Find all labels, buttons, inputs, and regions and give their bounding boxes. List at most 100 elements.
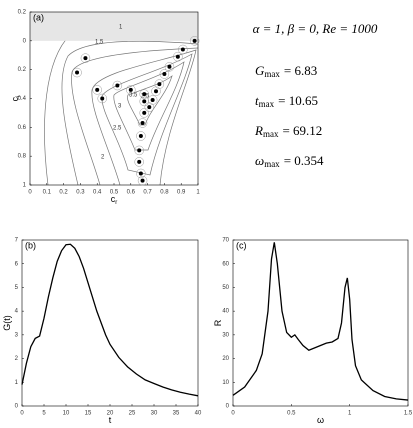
parameter-value: = 0.354	[284, 153, 324, 168]
parameter-name: t	[255, 93, 259, 108]
x-tick-label: 0.5	[110, 190, 119, 196]
x-axis-label: ω	[317, 415, 324, 425]
contour-label: 1.5	[95, 40, 104, 46]
x-tick-label: 1	[348, 411, 352, 417]
y-tick-label: 30	[222, 332, 229, 338]
eigenvalue-ring	[97, 93, 107, 104]
eigenvalue	[140, 121, 145, 126]
y-tick-label: 20	[222, 356, 229, 362]
y-tick-label: 0.6	[18, 125, 27, 131]
contours	[44, 15, 199, 186]
eigenvalue	[147, 105, 152, 110]
eigenvalue-ring	[136, 168, 146, 179]
eigenvalue	[162, 71, 167, 76]
eigenvalue-ring	[112, 80, 123, 91]
eigenvalue	[142, 99, 147, 104]
x-tick-label: 0	[28, 190, 32, 196]
parameters: α = 1, β = 0, Re = 1000 Gmax = 6.83 t max = 1…	[253, 21, 378, 169]
x-tick-label: 10	[63, 411, 70, 417]
y-tick-label: 0.2	[18, 67, 27, 73]
x-tick-label: 25	[129, 411, 136, 417]
x-axis-label-main: t	[109, 415, 112, 425]
eigenvalue	[180, 47, 185, 52]
eigenvalue-ring	[72, 67, 82, 78]
y-axis-label-sub: i	[16, 96, 22, 97]
y-tick-label: 0	[15, 404, 19, 410]
unstable-region	[30, 12, 198, 41]
panel-label: (a)	[33, 12, 44, 22]
y-tick-label: 0.8	[18, 154, 27, 160]
y-tick-label: 70	[222, 238, 229, 244]
panel-label: (b)	[25, 240, 36, 250]
plot-frame	[21, 239, 199, 407]
eigenvalue-ring	[139, 96, 149, 107]
x-axis-label-main: c	[111, 194, 116, 204]
parameter-value: = 10.65	[278, 93, 318, 108]
y-axis-label: G(t)	[2, 315, 12, 331]
parameter-line: Rmax = 69.12	[254, 123, 322, 139]
eigenvalue	[142, 110, 147, 115]
eigenvalue	[137, 159, 142, 164]
eigenvalue-ring	[137, 118, 148, 128]
parameter-value: = 69.12	[282, 123, 322, 138]
y-tick-label: 60	[222, 261, 229, 267]
eigenvalue-ring	[137, 175, 148, 186]
eigenvalue-ring	[189, 36, 200, 46]
y-tick-label: 4	[15, 309, 19, 315]
parameter-header: α = 1, β = 0, Re = 1000	[253, 21, 378, 36]
y-axis-label: R	[213, 319, 223, 326]
x-tick-label: 1.5	[404, 411, 413, 417]
curve	[232, 242, 409, 401]
eigenvalue	[150, 97, 155, 102]
eigenvalue-ring	[80, 53, 91, 63]
contour-label: 2	[101, 155, 105, 161]
x-tick-label: 35	[173, 411, 180, 417]
eigenvalue-ring	[134, 145, 144, 156]
x-tick-label: 20	[107, 411, 114, 417]
eigenvalue	[100, 96, 105, 101]
parameter-name: G	[255, 63, 265, 78]
x-axis-label-sub: r	[115, 200, 117, 206]
x-axis-label-main: ω	[317, 415, 324, 425]
eigenvalue-ring	[134, 157, 144, 167]
eigenvalue	[167, 64, 172, 69]
parameter-line: Gmax = 6.83	[255, 63, 317, 79]
contour-label: 3	[118, 104, 122, 110]
x-tick-label: 0.5	[287, 411, 296, 417]
y-axis-label: ci	[10, 96, 21, 102]
eigenvalue-ring	[178, 44, 188, 55]
eigenvalue-ring	[159, 69, 170, 79]
x-tick-label: 0.8	[160, 190, 169, 196]
x-tick-label: 30	[151, 411, 158, 417]
x-tick-label: 0.9	[177, 190, 186, 196]
panel-label: (c)	[236, 240, 247, 250]
y-tick-label: 6	[15, 261, 19, 267]
eigenvalue	[128, 87, 133, 92]
y-tick-label: 3	[15, 332, 19, 338]
contour-label: 2.5	[113, 126, 122, 132]
eigenvalue	[154, 89, 158, 94]
x-axis-label: t	[109, 415, 112, 425]
eigenvalue	[142, 92, 147, 97]
parameter-line: ωmax = 0.354	[255, 153, 324, 169]
contour-label: 1	[119, 25, 123, 31]
y-tick-label: 0	[226, 404, 230, 410]
y-tick-label: 1	[23, 183, 27, 189]
x-tick-label: 15	[85, 411, 92, 417]
x-tick-label: 0.3	[76, 190, 85, 196]
plot-frame	[29, 11, 199, 186]
x-tick-label: 1	[196, 190, 200, 196]
parameter-value: = 6.83	[284, 63, 317, 78]
eigenvalue-ring	[136, 131, 146, 141]
y-tick-label: 0	[23, 38, 27, 44]
eigenvalue-ring	[139, 108, 149, 118]
x-tick-label: 0	[20, 411, 24, 417]
eigenvalue-ring	[151, 86, 161, 97]
y-axis-label-main: c	[10, 96, 20, 101]
plot-frame	[232, 239, 409, 407]
parameter-sub: max	[264, 159, 280, 169]
eigenvalue	[138, 133, 143, 138]
parameter-sub: max	[264, 69, 280, 79]
eigenvalue-ring	[92, 85, 102, 95]
y-axis-label-main: G(t)	[2, 315, 12, 331]
